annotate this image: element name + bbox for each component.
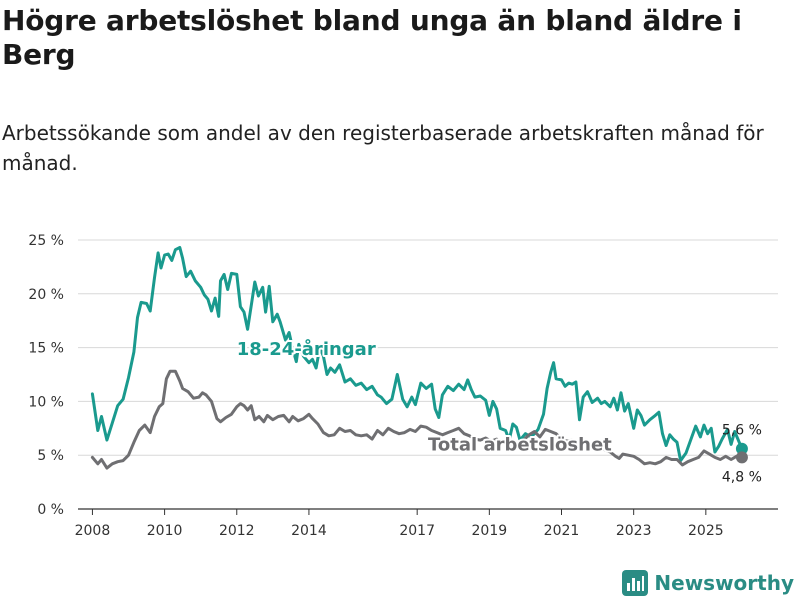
x-tick-label: 2019 <box>472 523 508 539</box>
series-annotation-1: Total arbetslöshet <box>428 434 612 455</box>
series-end-point-0 <box>735 442 748 455</box>
series-end-label-1: 4,8 % <box>722 469 762 485</box>
x-tick-label: 2008 <box>75 523 111 539</box>
x-axis: 2008 2010 2012 2014 2017 2019 2021 2023 2025 <box>75 509 724 539</box>
series-lines <box>90 246 748 470</box>
chart-subtitle: Arbetssökande som andel av den registerb… <box>2 121 764 175</box>
y-tick-label: 10 % <box>28 394 64 410</box>
y-tick-label: 5 % <box>37 448 64 464</box>
x-tick-label: 2014 <box>291 523 327 539</box>
x-tick-label: 2021 <box>544 523 580 539</box>
y-tick-label: 0 % <box>37 502 64 518</box>
series-end-label-0: 5,6 % <box>722 423 762 439</box>
grid-lines <box>78 239 778 510</box>
series-end-point-1 <box>735 451 748 464</box>
series-line-0 <box>90 246 744 463</box>
chart-title: Högre arbetslöshet bland unga än bland ä… <box>2 4 742 71</box>
series-line-1 <box>90 369 744 470</box>
brand-name: Newsworthy <box>654 571 794 595</box>
y-tick-label: 20 % <box>28 287 64 303</box>
series-labels: 5,6 % 4,8 % 18-24-åringar Total arbetslöshe… <box>235 336 762 485</box>
x-tick-label: 2017 <box>399 523 435 539</box>
brand-logo[interactable]: Newsworthy <box>622 570 794 596</box>
x-tick-label: 2012 <box>219 523 255 539</box>
x-tick-label: 2025 <box>688 523 724 539</box>
x-tick-label: 2010 <box>147 523 183 539</box>
y-axis: 0 % 5 % 10 % 15 % 20 % 25 % <box>28 233 64 518</box>
x-tick-label: 2023 <box>616 523 652 539</box>
bar-chart-logo-icon <box>622 570 649 596</box>
y-tick-label: 15 % <box>28 341 64 357</box>
y-tick-label: 25 % <box>28 233 64 249</box>
series-annotation-0: 18-24-åringar <box>237 338 376 360</box>
